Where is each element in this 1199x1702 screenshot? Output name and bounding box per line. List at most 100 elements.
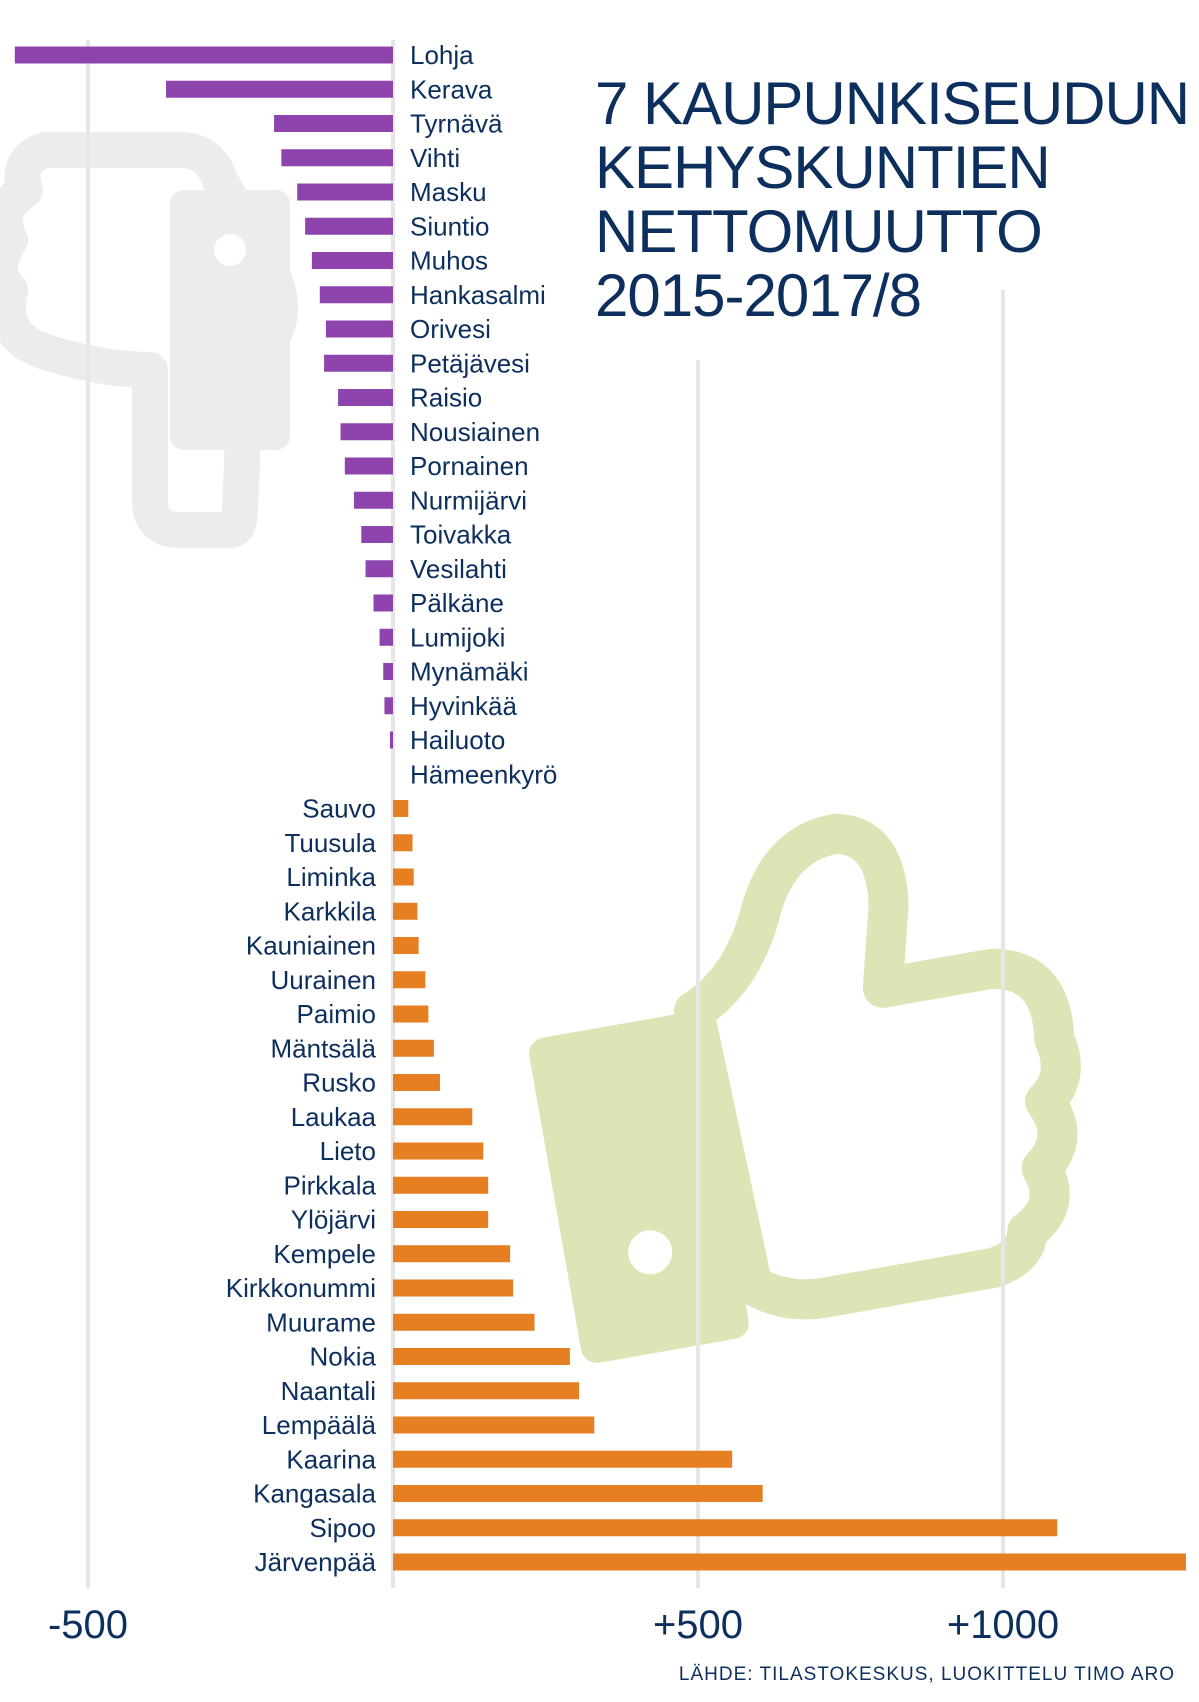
bar-pälkäne	[373, 594, 393, 612]
bar-siuntio	[305, 217, 393, 235]
bar-muurame	[393, 1313, 535, 1331]
category-label: Uurainen	[270, 965, 376, 995]
title-line-4: 2015-2017/8	[595, 262, 922, 329]
category-label: Pälkäne	[410, 588, 504, 618]
category-label: Lempäälä	[262, 1410, 377, 1440]
bar-lumijoki	[379, 628, 393, 646]
category-label: Kangasala	[253, 1479, 376, 1509]
category-labels: Lohja Kerava Tyrnävä Vihti Masku Siuntio Muhos…	[226, 40, 558, 1577]
x-tick-label: +1000	[947, 1603, 1059, 1647]
bar-nurmijärvi	[353, 491, 393, 509]
category-label: Hailuoto	[410, 725, 505, 755]
bar-tyrnävä	[274, 115, 393, 132]
bar-masku	[297, 183, 393, 201]
category-label: Pornainen	[410, 451, 529, 481]
category-label: Sauvo	[302, 794, 376, 824]
category-label: Nokia	[310, 1342, 377, 1372]
bar-orivesi	[325, 320, 393, 338]
bar-tuusula	[393, 834, 413, 852]
bar-vihti	[281, 149, 393, 167]
bar-sauvo	[393, 800, 409, 817]
bar-paimio	[393, 1005, 429, 1023]
bar-kerava	[166, 80, 393, 98]
bar-uurainen	[393, 971, 426, 989]
bar-järvenpää	[393, 1553, 1186, 1571]
bar-liminka	[393, 868, 414, 886]
title-line-2: KEHYSKUNTIEN	[595, 134, 1051, 201]
bar-hailuoto	[389, 731, 393, 749]
category-label: Petäjävesi	[410, 348, 530, 378]
category-label: Kerava	[410, 74, 493, 104]
bar-karkkila	[393, 902, 418, 920]
title-line-1: 7 KAUPUNKISEUDUN	[595, 70, 1190, 137]
category-label: Karkkila	[284, 896, 377, 926]
category-label: Nousiainen	[410, 417, 540, 447]
bar-petäjävesi	[324, 354, 393, 372]
category-label: Hankasalmi	[410, 280, 546, 310]
category-label: Mynämäki	[410, 657, 528, 687]
bar-nokia	[393, 1348, 570, 1365]
thumbs-up-icon	[529, 813, 1081, 1363]
category-label: Muurame	[266, 1307, 376, 1337]
category-label: Lohja	[410, 40, 474, 70]
bar-lohja	[14, 46, 394, 64]
bar-naantali	[393, 1382, 580, 1400]
bar-sipoo	[393, 1519, 1058, 1537]
x-tick-labels: -500 +500 +1000	[48, 1603, 1059, 1647]
category-label: Vesilahti	[410, 554, 507, 584]
bar-raisio	[338, 389, 393, 406]
category-label: Tyrnävä	[410, 109, 503, 139]
bar-ylöjärvi	[393, 1211, 489, 1228]
category-label: Muhos	[410, 246, 488, 276]
category-label: Kauniainen	[246, 931, 376, 961]
category-label: Masku	[410, 177, 487, 207]
category-label: Vihti	[410, 143, 460, 173]
category-label: Kempele	[273, 1239, 376, 1269]
x-tick-label: -500	[48, 1603, 128, 1647]
bar-lieto	[393, 1142, 484, 1160]
bar-pirkkala	[393, 1176, 489, 1194]
category-label: Toivakka	[410, 520, 512, 550]
chart-title: 7 KAUPUNKISEUDUN KEHYSKUNTIEN NETTOMUUTT…	[595, 70, 1190, 329]
category-label: Kaarina	[286, 1444, 376, 1474]
bar-pornainen	[344, 457, 393, 475]
category-label: Raisio	[410, 383, 482, 413]
category-label: Nurmijärvi	[410, 485, 527, 515]
bar-hankasalmi	[319, 286, 393, 304]
category-label: Hyvinkää	[410, 691, 517, 721]
bar-rusko	[393, 1074, 440, 1091]
category-label: Sipoo	[310, 1513, 377, 1543]
bar-kaarina	[393, 1450, 733, 1468]
bar-kangasala	[393, 1485, 763, 1502]
category-label: Mäntsälä	[271, 1033, 377, 1063]
category-label: Lieto	[320, 1136, 376, 1166]
title-line-3: NETTOMUUTTO	[595, 198, 1043, 265]
bar-kirkkonummi	[393, 1279, 514, 1297]
bar-laukaa	[393, 1108, 473, 1126]
bar-lempäälä	[393, 1416, 595, 1434]
category-label: Hämeenkyrö	[410, 759, 557, 789]
category-label: Paimio	[297, 999, 376, 1029]
bar-mäntsälä	[393, 1039, 434, 1057]
bars	[14, 46, 1186, 1571]
bar-mynämäki	[383, 663, 393, 680]
category-label: Lumijoki	[410, 622, 505, 652]
category-label: Rusko	[302, 1068, 376, 1098]
category-label: Siuntio	[410, 211, 490, 241]
bar-muhos	[311, 252, 393, 269]
category-label: Liminka	[286, 862, 376, 892]
thumbs-down-icon	[0, 132, 298, 548]
source-note: LÄHDE: TILASTOKESKUS, LUOKITTELU TIMO AR…	[678, 1664, 1175, 1685]
category-label: Orivesi	[410, 314, 491, 344]
category-label: Naantali	[281, 1376, 376, 1406]
category-label: Tuusula	[284, 828, 376, 858]
bar-kempele	[393, 1245, 511, 1263]
category-label: Laukaa	[291, 1102, 377, 1132]
category-label: Ylöjärvi	[291, 1205, 376, 1235]
bar-nousiainen	[340, 423, 393, 441]
x-tick-label: +500	[653, 1603, 743, 1647]
bar-kauniainen	[393, 937, 419, 954]
bar-hyvinkää	[384, 697, 393, 715]
bar-toivakka	[361, 526, 393, 543]
